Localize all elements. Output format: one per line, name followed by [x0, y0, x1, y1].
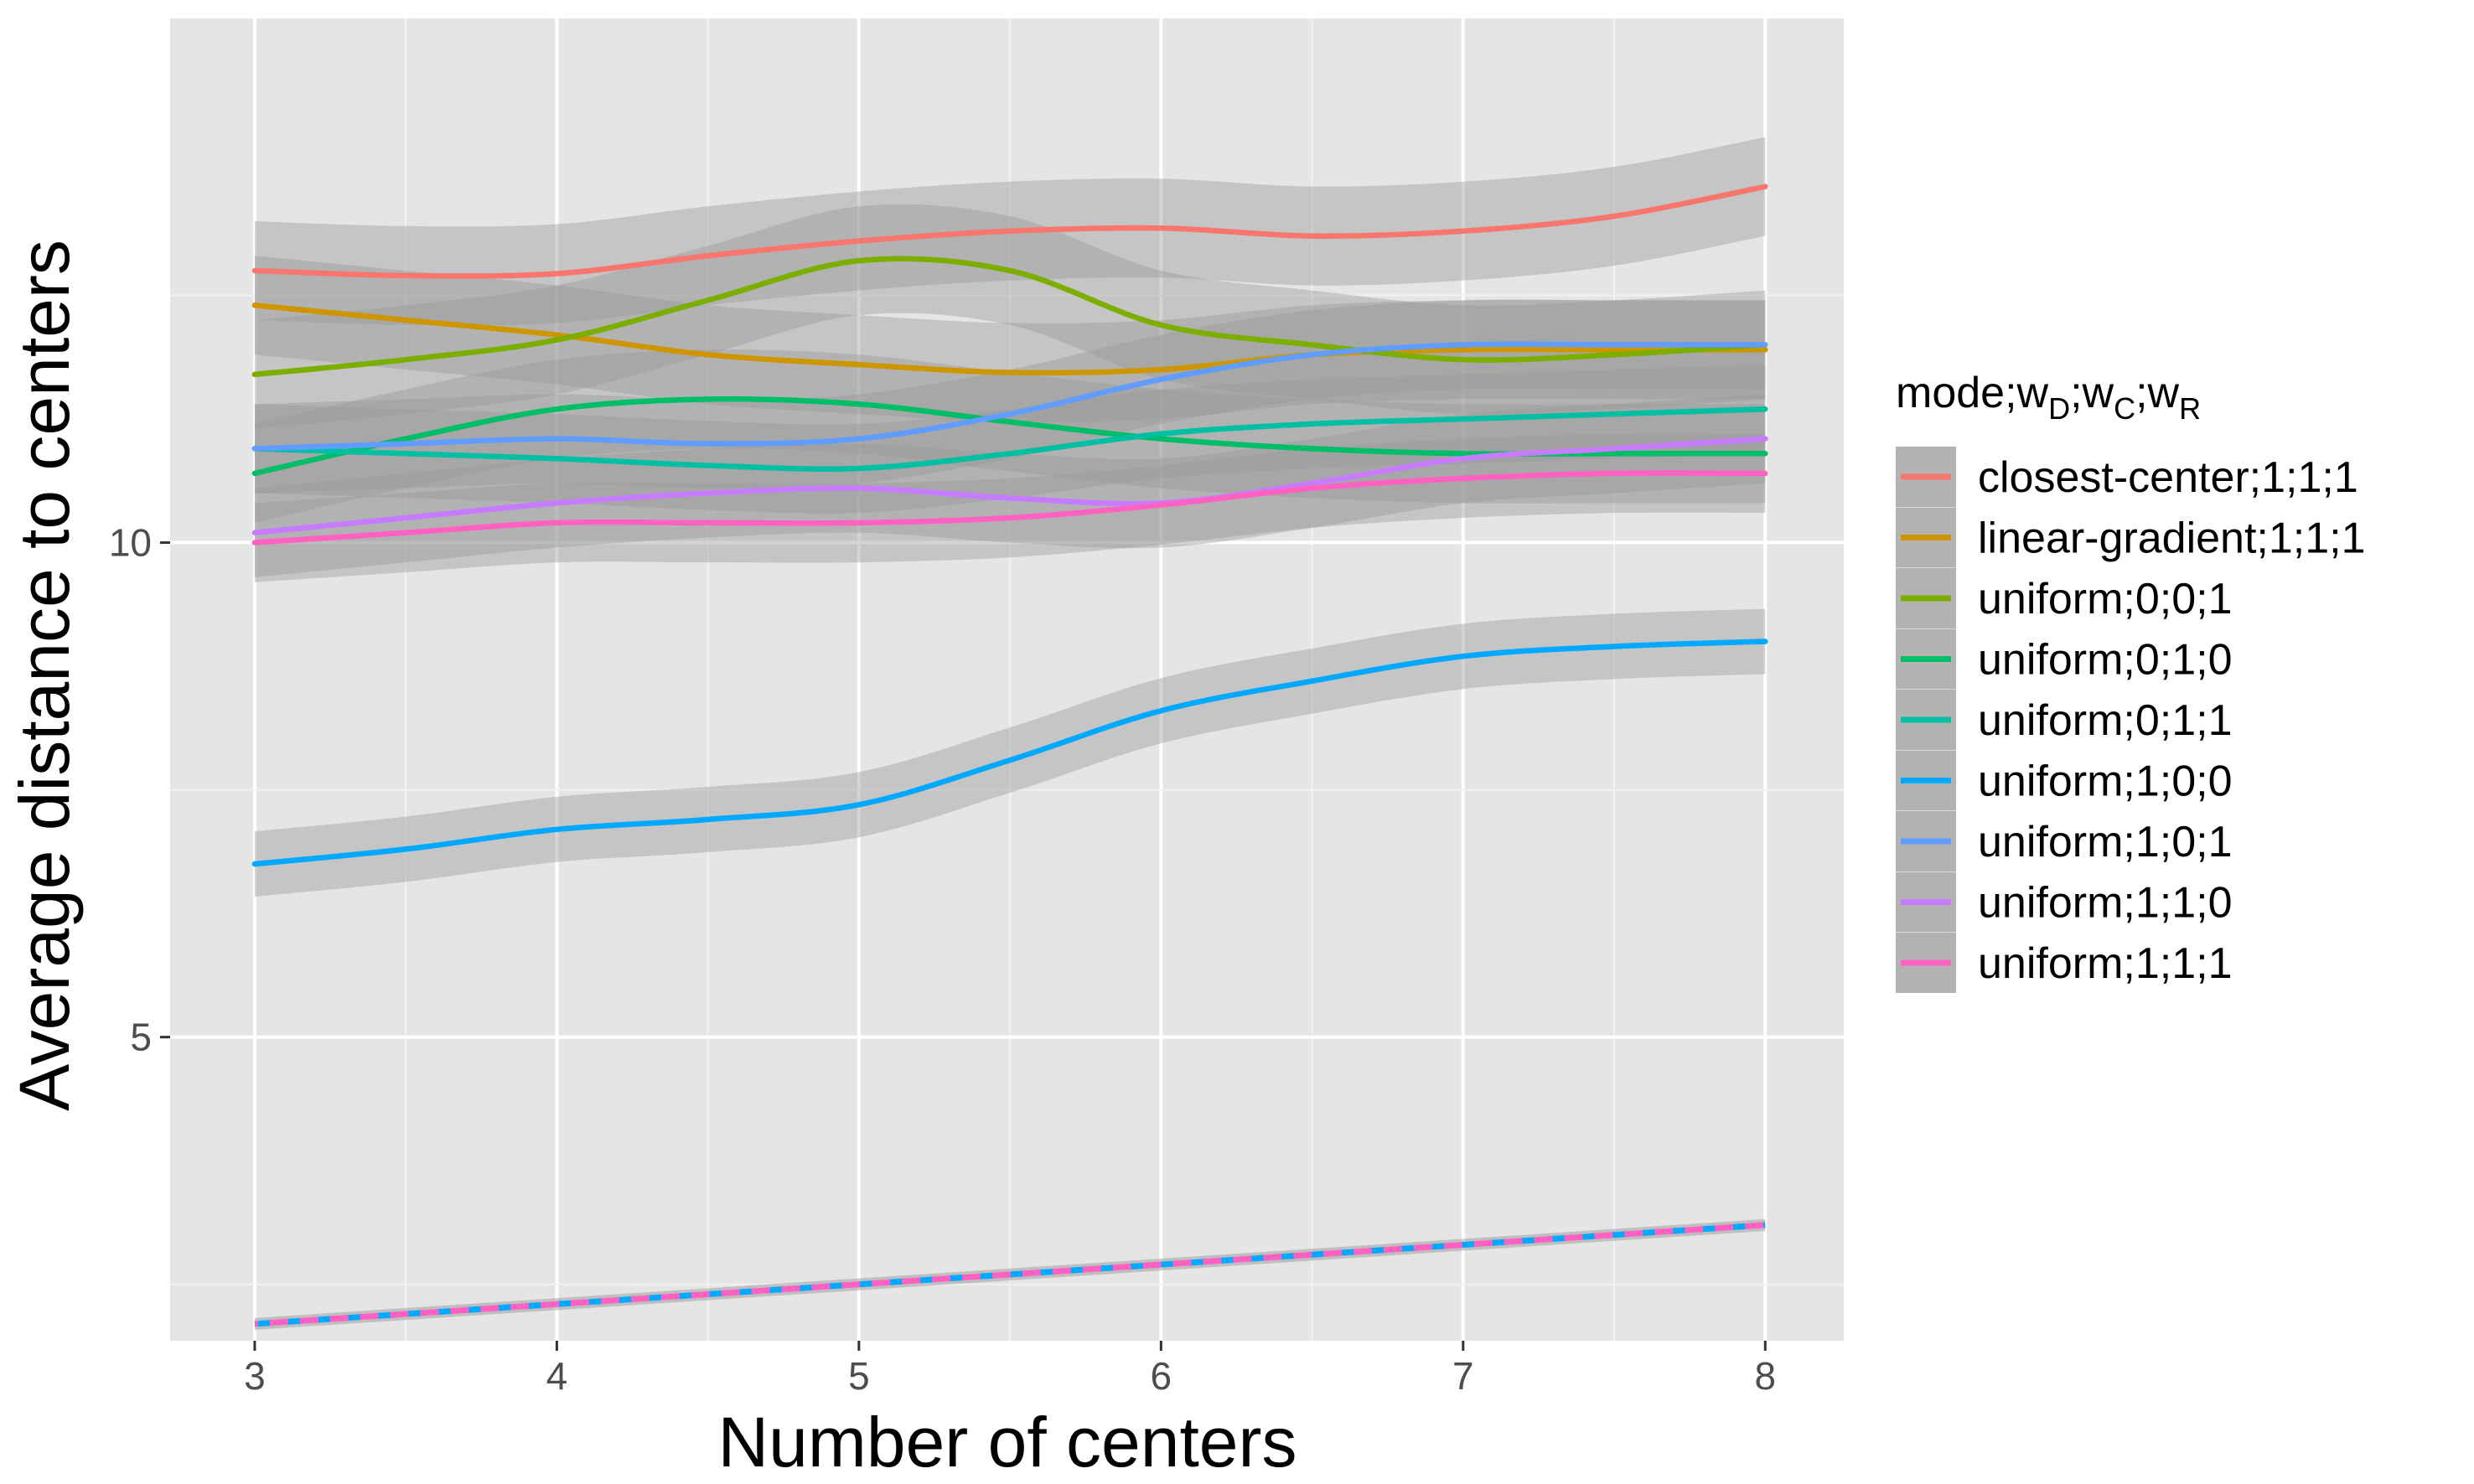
confidence-band	[254, 394, 1766, 577]
legend-item: linear-gradient;1;1;1	[1896, 507, 2366, 568]
x-ticks: 3 4 5 6 7 8	[244, 1341, 1776, 1398]
legend-item: uniform;1;0;0	[1896, 750, 2233, 811]
x-tick-label: 7	[1452, 1354, 1474, 1398]
legend-item: uniform;0;0;1	[1896, 568, 2233, 628]
x-axis-title: Number of centers	[718, 1403, 1297, 1481]
dashed-line	[254, 1222, 1766, 1327]
legend-title-base: mode;w	[1896, 369, 2049, 417]
series-line	[251, 302, 1768, 376]
x-tick-label: 5	[848, 1354, 870, 1398]
legend-title-sub-r: R	[2179, 391, 2201, 426]
legend-title-sub-c: C	[2114, 391, 2135, 426]
confidence-band	[254, 349, 1766, 523]
series-line	[251, 184, 1768, 279]
series-lines	[251, 184, 1768, 867]
legend-label: uniform;1;1;0	[1978, 879, 2233, 928]
confidence-band	[254, 204, 1766, 429]
legend-title-sep1: ;w	[2070, 369, 2114, 417]
dashed-lines	[254, 1222, 1766, 1327]
series-line	[251, 341, 1768, 452]
legend-label: linear-gradient;1;1;1	[1978, 514, 2366, 563]
legend-title-sub-d: D	[2048, 391, 2070, 426]
y-tick-label: 10	[109, 521, 152, 565]
legend-item: uniform;1;1;0	[1896, 871, 2233, 933]
legend-label: uniform;1;0;0	[1978, 758, 2233, 806]
legend-item: uniform;0;1;1	[1896, 690, 2233, 750]
plot-panel	[170, 18, 1844, 1341]
y-ticks: 5 10	[109, 521, 170, 1059]
y-tick-label: 5	[130, 1016, 152, 1059]
series-line	[251, 436, 1768, 535]
x-tick-label: 3	[244, 1354, 266, 1398]
x-tick-label: 6	[1151, 1354, 1172, 1398]
x-tick-label: 8	[1754, 1354, 1776, 1398]
legend-label: uniform;1;0;1	[1978, 818, 2233, 866]
legend-title-sep2: ;w	[2135, 369, 2179, 417]
legend-label: closest-center;1;1;1	[1978, 453, 2358, 502]
legend-label: uniform;0;1;0	[1978, 636, 2233, 685]
series-line	[251, 639, 1768, 867]
legend: mode;wD;wC;wR closest-center;1;1;1linear…	[1896, 369, 2366, 993]
series-line	[251, 406, 1768, 472]
confidence-band	[254, 256, 1766, 422]
series-line	[251, 256, 1768, 378]
legend-label: uniform;0;1;1	[1978, 696, 2233, 745]
x-tick-label: 4	[546, 1354, 568, 1398]
legend-item: closest-center;1;1;1	[1896, 447, 2358, 507]
legend-label: uniform;1;1;1	[1978, 939, 2233, 988]
legend-item: uniform;1;0;1	[1896, 811, 2233, 871]
legend-title: mode;wD;wC;wR	[1896, 369, 2201, 426]
y-axis-title: Average distance to centers	[5, 240, 84, 1111]
confidence-bands	[254, 137, 1766, 1331]
legend-label: uniform;0;0;1	[1978, 575, 2233, 623]
series-line	[251, 470, 1768, 546]
confidence-band	[254, 365, 1766, 514]
legend-item: uniform;1;1;1	[1896, 933, 2233, 993]
legend-item: uniform;0;1;0	[1896, 628, 2233, 690]
